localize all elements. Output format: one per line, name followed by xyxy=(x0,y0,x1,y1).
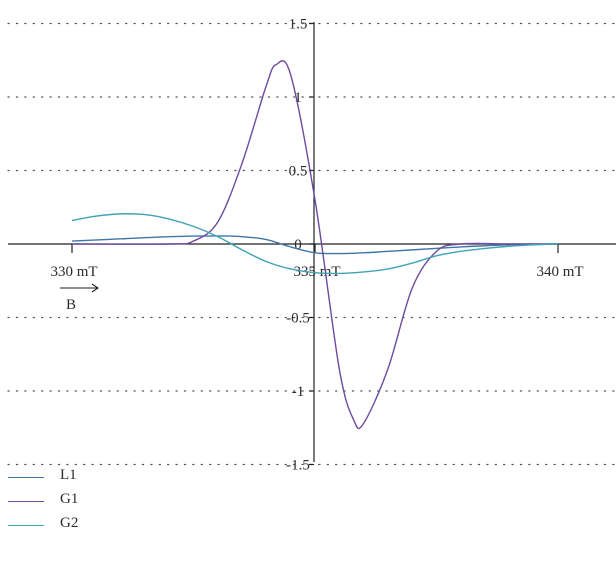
legend-item-g2: G2 xyxy=(0,514,200,538)
y-tick-label: 1.5 xyxy=(289,17,308,33)
legend: L1 G1 G2 xyxy=(0,466,200,538)
y-tick-label: 0.5 xyxy=(289,164,308,180)
legend-item-l1: L1 xyxy=(0,466,200,490)
field-label: B xyxy=(66,297,76,313)
y-tick-label: -0.5 xyxy=(286,311,310,327)
legend-label-g2: G2 xyxy=(60,515,79,531)
legend-item-g1: G1 xyxy=(0,490,200,514)
y-tick-label: -1.5 xyxy=(286,458,310,474)
x-tick-label: 330 mT xyxy=(50,264,97,280)
legend-line-g1 xyxy=(8,501,44,502)
field-arrowhead-icon xyxy=(91,283,99,293)
x-tick-label: 340 mT xyxy=(536,264,583,280)
series-line-g2 xyxy=(71,213,559,275)
series-line-l1 xyxy=(71,235,559,255)
y-tick-label: 1 xyxy=(294,90,302,106)
y-tick-label: -1 xyxy=(292,384,305,400)
legend-line-l1 xyxy=(8,477,44,478)
x-tick-label: 335 mT xyxy=(293,264,340,280)
legend-label-l1: L1 xyxy=(60,467,77,483)
legend-line-g2 xyxy=(8,525,44,526)
series-line-g1 xyxy=(71,60,558,430)
legend-label-g1: G1 xyxy=(60,491,79,507)
y-tick-label: 0 xyxy=(294,237,302,253)
